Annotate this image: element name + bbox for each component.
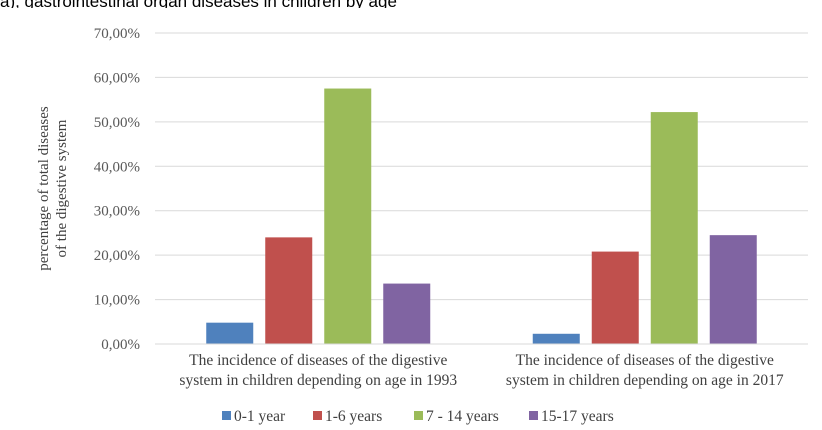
legend: 0-1 year 1-6 years 7 - 14 years 15-17 years: [222, 408, 614, 425]
legend-swatch: [529, 411, 538, 420]
x-category-label: The incidence of diseases of the digesti…: [516, 352, 774, 369]
page-caption: a), gastrointestinal organ diseases in c…: [0, 0, 822, 8]
x-category-label: system in children depending on age in 2…: [506, 372, 784, 389]
legend-swatch: [222, 411, 231, 420]
y-tick-label: 70,00%: [94, 26, 140, 42]
y-tick-label: 30,00%: [94, 204, 140, 220]
bar-0-1-year-1: [206, 322, 254, 344]
bar-1-6-years-2: [591, 251, 639, 344]
y-axis-label-line: of the digestive system: [54, 119, 70, 257]
bar-1-6-years-1: [265, 237, 313, 344]
bars: [206, 88, 757, 345]
y-tick-label: 60,00%: [94, 70, 140, 86]
bar-15-17-years-2: [709, 235, 757, 344]
y-axis-label-line: percentage of total diseases: [36, 106, 52, 271]
gridlines: [155, 32, 808, 301]
legend-label: 0-1 year: [234, 408, 286, 425]
x-axis-category-labels: The incidence of diseases of the digesti…: [179, 352, 783, 389]
y-tick-label: 40,00%: [94, 159, 140, 175]
bar-7-14-years-1: [324, 88, 372, 345]
bar-7-14-years-2: [650, 112, 698, 344]
legend-swatch: [313, 411, 322, 420]
y-tick-label: 10,00%: [94, 293, 140, 309]
x-category-label: The incidence of diseases of the digesti…: [189, 352, 447, 369]
legend-label: 1-6 years: [325, 408, 382, 425]
y-axis-tick-labels: 0,00% 10,00% 20,00% 30,00% 40,00% 50,00% 60,00…: [94, 26, 140, 353]
legend-label: 15-17 years: [541, 408, 614, 425]
y-tick-label: 20,00%: [94, 248, 140, 264]
y-tick-label: 50,00%: [94, 115, 140, 131]
x-category-label: system in children depending on age in 1…: [179, 372, 457, 389]
bar-15-17-years-1: [383, 283, 431, 344]
legend-swatch: [414, 411, 423, 420]
y-tick-label: 0,00%: [101, 337, 140, 353]
y-axis-label: percentage of total diseases of the diges…: [36, 106, 70, 271]
legend-label: 7 - 14 years: [426, 408, 499, 425]
bar-0-1-year-2: [532, 333, 580, 344]
